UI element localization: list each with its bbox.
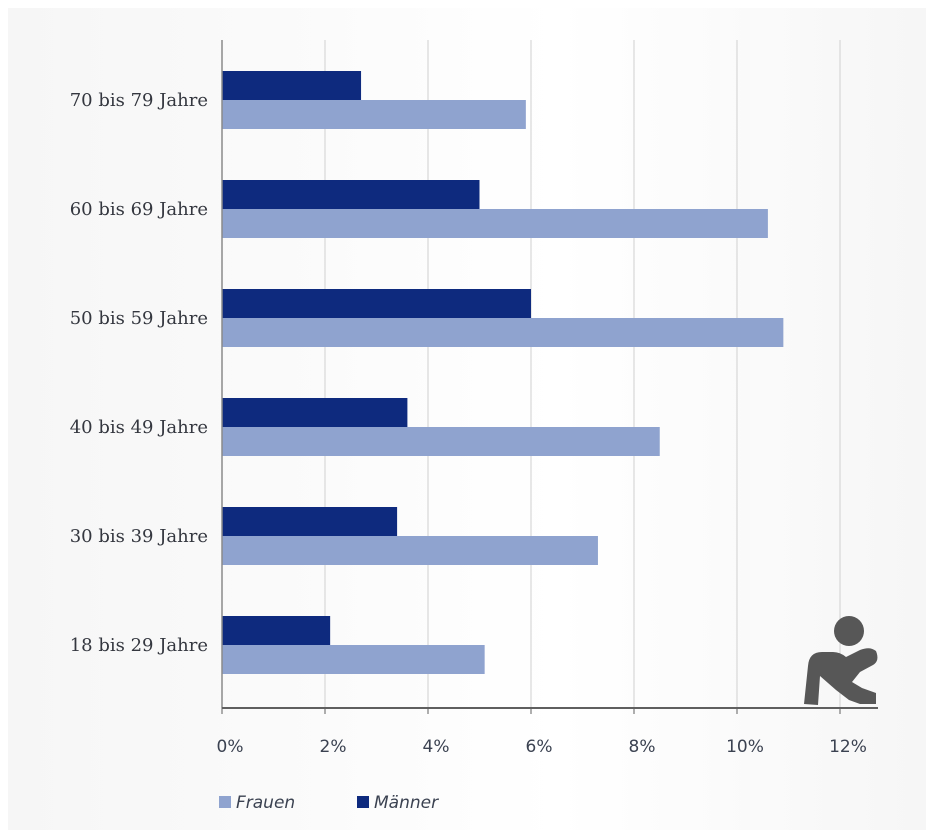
x-tick-label: 4% <box>423 737 450 757</box>
bar-maenner <box>222 398 408 427</box>
bar-maenner <box>222 180 480 209</box>
bar-maenner <box>222 616 331 645</box>
gridlines <box>324 40 841 708</box>
x-tick-label: 8% <box>629 737 656 757</box>
x-tick-label: 10% <box>726 737 764 757</box>
category-labels: 70 bis 79 Jahre 60 bis 69 Jahre 50 bis 59 … <box>70 90 208 656</box>
category-label: 60 bis 69 Jahre <box>70 199 208 220</box>
category-label: 30 bis 39 Jahre <box>70 526 208 547</box>
legend: Frauen Männer <box>219 793 439 813</box>
depressed-person-icon <box>804 616 878 705</box>
legend-label: Frauen <box>236 793 295 813</box>
category-label: 18 bis 29 Jahre <box>70 635 208 656</box>
category-label: 70 bis 79 Jahre <box>70 90 208 111</box>
x-tick-labels: 0% 2% 4% 6% 8% 10% 12% <box>217 737 867 757</box>
x-tick-label: 0% <box>217 737 244 757</box>
bar-frauen <box>222 318 784 347</box>
x-tick-label: 12% <box>829 737 867 757</box>
bar-frauen <box>222 427 660 456</box>
bar-maenner <box>222 507 398 536</box>
bar-frauen <box>222 645 485 674</box>
category-label: 40 bis 49 Jahre <box>70 417 208 438</box>
bar-maenner <box>222 289 531 318</box>
bar-frauen <box>222 209 768 238</box>
x-axis <box>221 40 878 714</box>
legend-label: Männer <box>374 793 439 813</box>
bar-maenner <box>222 71 362 100</box>
bar-frauen <box>222 536 598 565</box>
bar-frauen <box>222 100 526 129</box>
x-tick-label: 2% <box>320 737 347 757</box>
legend-swatch <box>219 796 231 808</box>
legend-swatch <box>357 796 369 808</box>
chart-background <box>8 8 926 830</box>
x-tick-label: 6% <box>526 737 553 757</box>
bars <box>222 71 784 674</box>
category-label: 50 bis 59 Jahre <box>70 308 208 329</box>
